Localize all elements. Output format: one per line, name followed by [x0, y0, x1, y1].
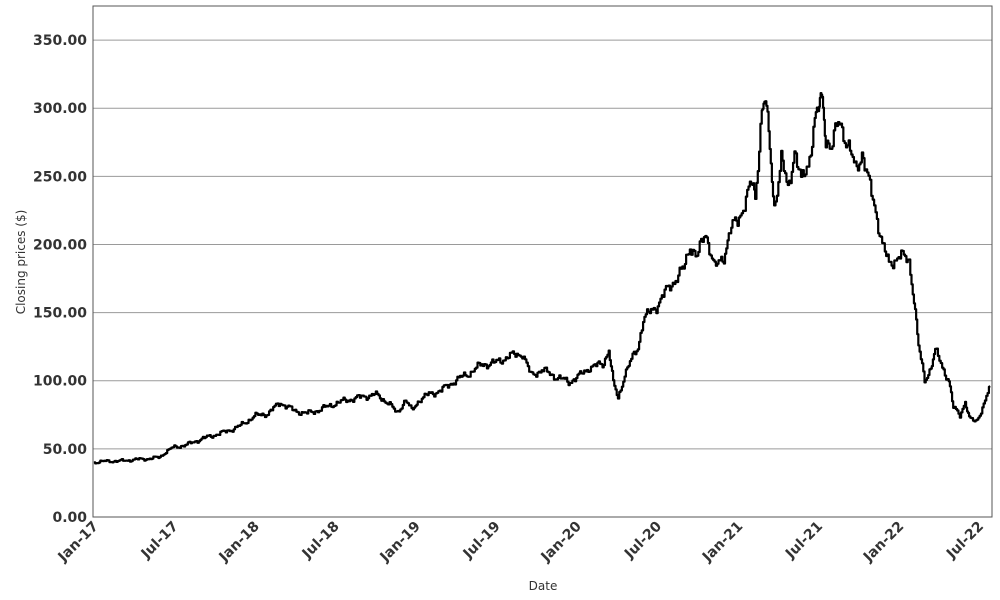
y-tick-label: 250.00 [33, 169, 87, 185]
y-tick-label: 50.00 [43, 442, 88, 458]
x-axis-title: Date [529, 579, 558, 593]
x-axis-ticks: Jan-17 Jul-17 Jan-18 Jul-18 Jan-19 Jul-19 Jan-… [55, 518, 988, 565]
y-axis-title: Closing prices ($) [14, 210, 28, 315]
x-tick-label: Jul-22 [943, 519, 987, 563]
x-tick-label: Jan-21 [699, 519, 746, 566]
y-tick-label: 150.00 [33, 306, 87, 322]
y-tick-label: 200.00 [33, 237, 87, 253]
x-tick-label: Jul-21 [782, 519, 826, 563]
x-tick-label: Jul-20 [621, 518, 665, 562]
x-tick-label: Jul-17 [138, 519, 182, 563]
y-tick-label: 100.00 [33, 374, 87, 390]
x-tick-label: Jan-19 [377, 519, 424, 566]
gridlines [93, 39, 992, 450]
x-tick-label: Jan-22 [860, 519, 907, 566]
x-tick-label: Jul-19 [460, 519, 504, 563]
closing-price-line [93, 92, 991, 465]
x-tick-label: Jan-20 [538, 518, 585, 565]
y-tick-label: 300.00 [33, 101, 87, 117]
x-tick-label: Jan-18 [216, 519, 263, 566]
y-tick-label: 350.00 [33, 33, 87, 49]
x-tick-label: Jul-18 [299, 519, 343, 563]
series-layer [93, 92, 991, 465]
y-tick-label: 0.00 [52, 510, 87, 526]
y-axis-ticks: 0.00 50.00 100.00 150.00 200.00 250.00 300.00 3… [33, 33, 87, 526]
plot-area [92, 5, 993, 518]
